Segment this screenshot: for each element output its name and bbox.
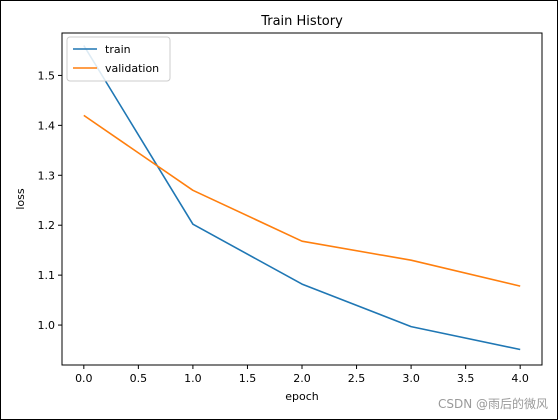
x-tick-label: 0.5 [130, 372, 148, 385]
x-tick-label: 1.5 [239, 372, 257, 385]
y-tick-label: 1.5 [38, 69, 56, 82]
x-tick-label: 1.0 [184, 372, 202, 385]
x-tick-label: 2.0 [293, 372, 311, 385]
x-tick-label: 0.0 [75, 372, 93, 385]
y-tick-label: 1.3 [38, 169, 56, 182]
x-axis-label: epoch [285, 390, 319, 403]
y-tick-label: 1.4 [38, 119, 56, 132]
y-axis-label: loss [14, 188, 27, 210]
series-line-train [83, 45, 521, 351]
plot-area-frame [61, 32, 543, 366]
legend-box [66, 36, 171, 82]
legend-label-train: train [105, 43, 131, 56]
y-tick-label: 1.0 [38, 319, 56, 332]
x-tick-label: 3.0 [402, 372, 420, 385]
y-tick-label: 1.1 [38, 269, 56, 282]
series-line-validation [83, 114, 521, 287]
x-tick-label: 3.5 [457, 372, 475, 385]
watermark-text: CSDN @雨后的微风 [437, 397, 548, 411]
x-tick-label: 4.0 [511, 372, 529, 385]
chart-title: Train History [260, 14, 343, 29]
legend-label-validation: validation [105, 62, 159, 75]
y-tick-label: 1.2 [38, 219, 56, 232]
x-tick-label: 2.5 [348, 372, 366, 385]
